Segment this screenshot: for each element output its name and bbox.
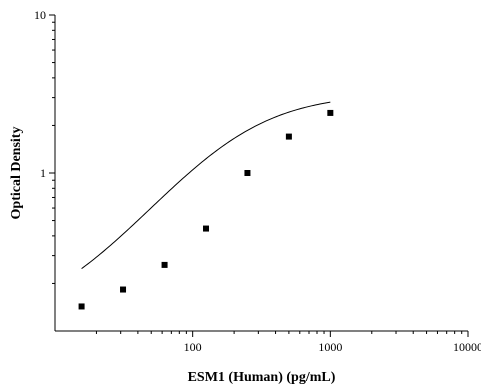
y-axis-ticks: 1 10 <box>34 8 55 284</box>
data-point <box>120 286 127 293</box>
x-axis-title: ESM1 (Human) (pg/mL) <box>188 370 336 385</box>
x-tick-label: 10000 <box>453 340 481 354</box>
y-tick-label: 10 <box>34 8 46 22</box>
data-point <box>327 109 334 116</box>
data-points <box>78 109 334 310</box>
data-point <box>161 261 168 268</box>
data-point <box>244 170 251 176</box>
fit-curve <box>81 101 331 270</box>
data-point <box>78 303 85 310</box>
x-tick-label: 100 <box>184 340 202 354</box>
data-point <box>285 133 292 140</box>
plot-area: 100 1000 10000 1 10 <box>34 8 481 354</box>
x-tick-label: 1000 <box>318 340 342 354</box>
x-axis-ticks: 100 1000 10000 <box>95 331 481 354</box>
data-point <box>203 225 210 232</box>
y-tick-label: 1 <box>40 166 46 180</box>
y-axis-title: Optical Density <box>9 127 24 220</box>
